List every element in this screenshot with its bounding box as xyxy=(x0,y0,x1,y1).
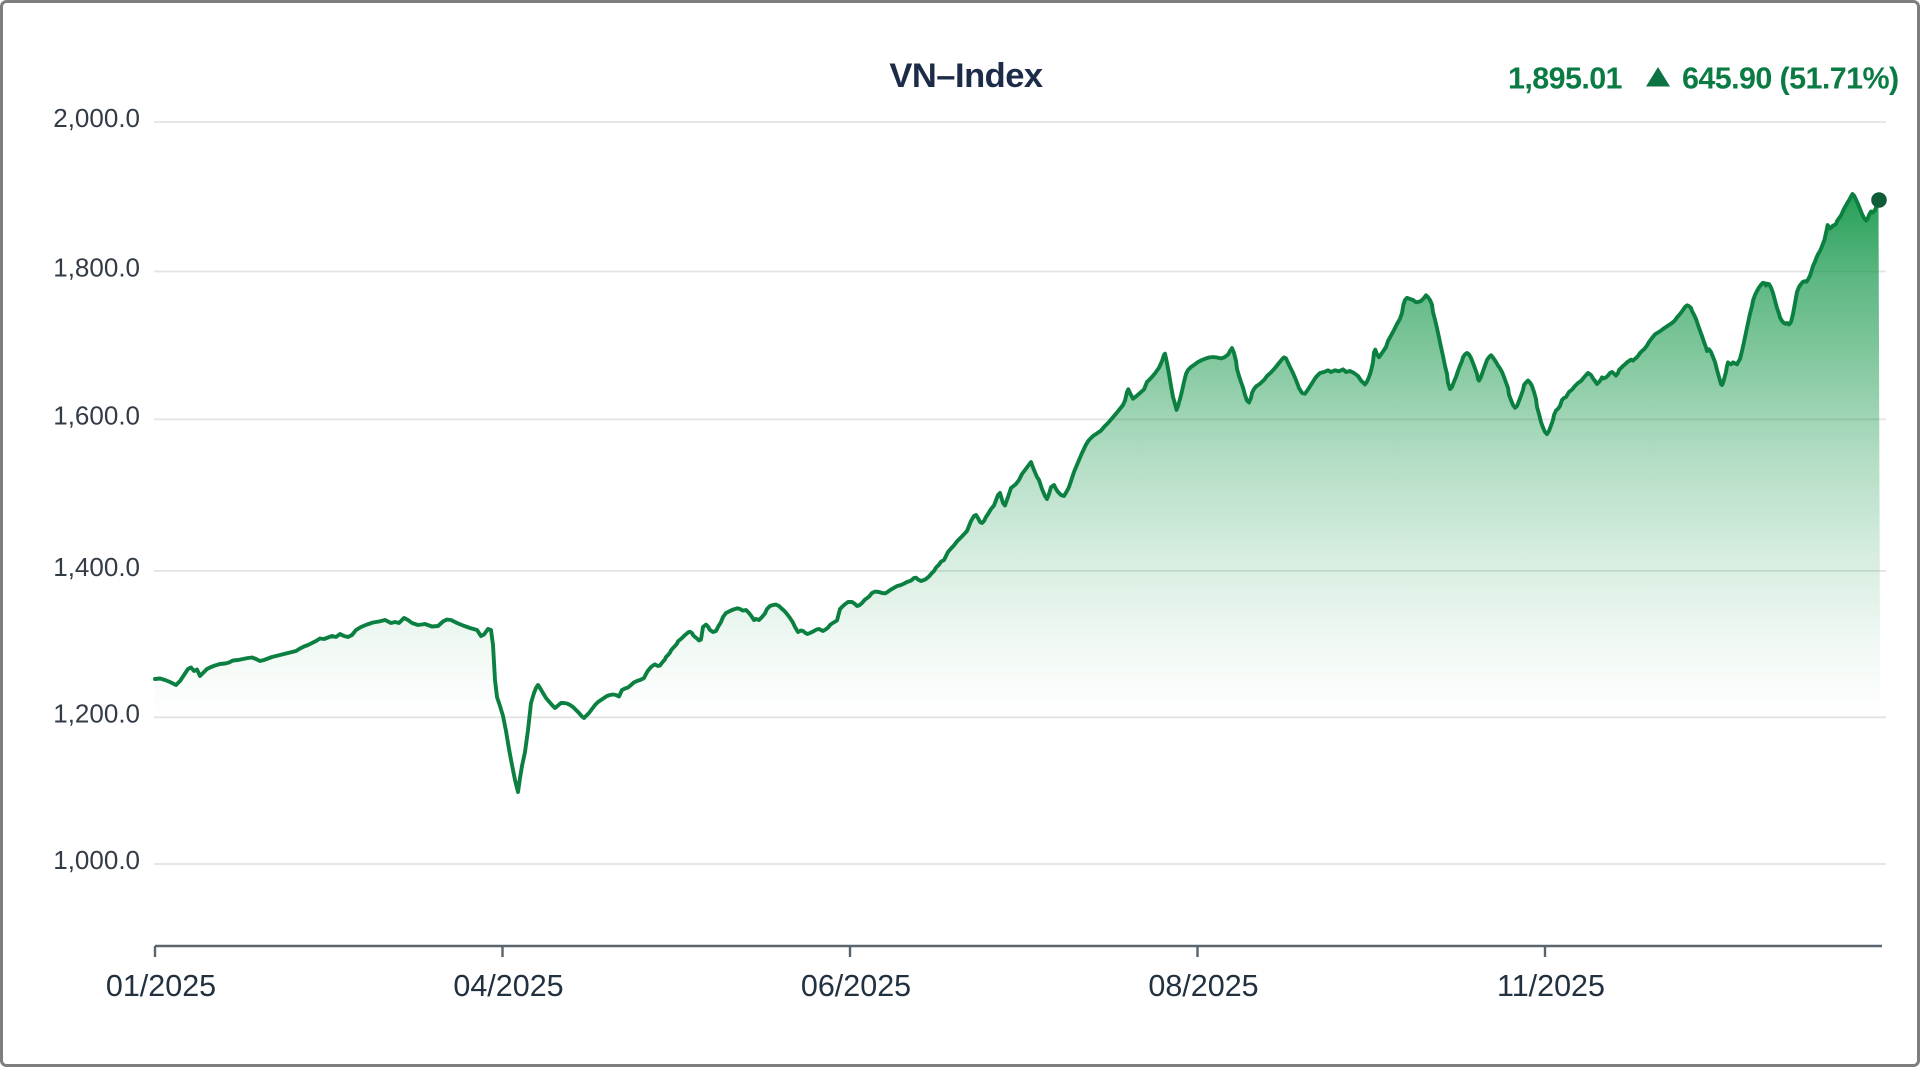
svg-text:VN–Index: VN–Index xyxy=(889,57,1043,95)
svg-text:11/2025: 11/2025 xyxy=(1497,969,1605,1003)
svg-text:645.90 (51.71%): 645.90 (51.71%) xyxy=(1682,62,1899,96)
svg-text:01/2025: 01/2025 xyxy=(106,969,216,1003)
svg-text:2,000.0: 2,000.0 xyxy=(53,103,140,133)
svg-text:08/2025: 08/2025 xyxy=(1148,969,1258,1003)
svg-text:1,000.0: 1,000.0 xyxy=(53,845,140,875)
svg-text:1,895.01: 1,895.01 xyxy=(1508,62,1623,96)
svg-text:1,800.0: 1,800.0 xyxy=(53,253,140,283)
svg-text:04/2025: 04/2025 xyxy=(453,969,563,1003)
svg-text:1,600.0: 1,600.0 xyxy=(53,400,140,430)
svg-text:06/2025: 06/2025 xyxy=(801,969,911,1003)
svg-text:1,200.0: 1,200.0 xyxy=(53,698,140,728)
svg-text:1,400.0: 1,400.0 xyxy=(53,552,140,582)
